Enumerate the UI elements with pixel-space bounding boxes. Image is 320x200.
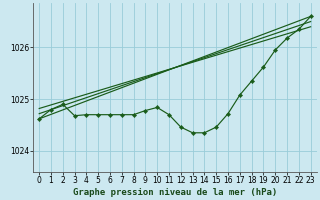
X-axis label: Graphe pression niveau de la mer (hPa): Graphe pression niveau de la mer (hPa) [73, 188, 277, 197]
